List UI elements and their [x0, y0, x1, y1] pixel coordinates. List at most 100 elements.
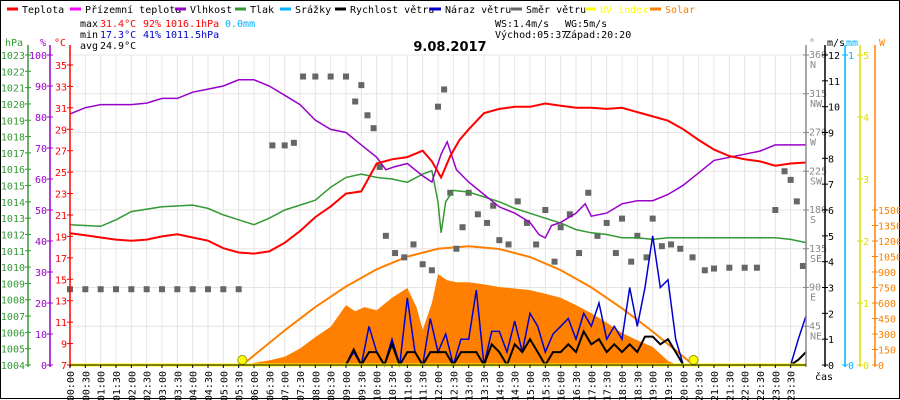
solar-tick-label: 1350 [878, 222, 900, 233]
humidity-tick-label: 0 [41, 361, 47, 372]
wind-direction-point [701, 267, 708, 274]
rain-tick-label: 0 [848, 361, 854, 372]
uv-tick-label: 3 [863, 175, 869, 186]
solar-tick-label: 0 [878, 361, 884, 372]
solar-tick-label: 300 [878, 330, 896, 341]
wind-direction-point [799, 262, 806, 269]
x-tick-label: 23:30 [787, 371, 798, 400]
wind-direction-point [505, 241, 512, 248]
x-tick-label: 08:30 [327, 371, 338, 400]
uv-tick-label: 1 [863, 299, 869, 310]
rain-total: 0.0mm [225, 19, 255, 30]
solar-tick-label: 150 [878, 346, 896, 357]
wind-direction-tick-label: 360 [809, 50, 827, 61]
wind-direction-point [174, 286, 181, 293]
wind-direction-point [435, 103, 441, 110]
temperature-tick-label: 13 [55, 297, 67, 308]
humidity-tick-label: 40 [35, 237, 47, 248]
x-tick-label: 19:00 [649, 371, 660, 400]
wind-speed-tick-label: 2 [828, 309, 834, 320]
wind-direction-point [205, 286, 211, 293]
wind-direction-point [376, 163, 383, 170]
x-tick-label: 18:30 [633, 371, 644, 400]
solar-area [70, 274, 806, 365]
temperature-tick-label: 25 [55, 168, 67, 179]
wind-direction-point [585, 189, 592, 196]
x-tick-label: 14:30 [511, 371, 522, 400]
wind-direction-point [603, 219, 610, 226]
temperature-tick-label: 17 [55, 254, 67, 265]
wind-direction-point [358, 82, 365, 89]
wind-direction-point [628, 258, 635, 265]
pressure-tick-label: 1013 [1, 214, 25, 225]
pressure-tick-label: 1011 [1, 247, 25, 258]
x-tick-label: 03:30 [173, 371, 184, 400]
x-tick-label: 10:30 [388, 371, 399, 400]
wind-direction-tick-label: 90 [809, 283, 821, 294]
legend-label: Směr větru [526, 4, 586, 16]
max-temp: 31.4°C [100, 19, 136, 30]
legend: Teplota Přízemní teplota Vlhkost Tlak Srážky… [7, 4, 695, 16]
pressure-tick-label: 1009 [1, 279, 25, 290]
humidity-tick-label: 100 [29, 51, 47, 62]
wind-direction-point [551, 258, 558, 265]
pressure-tick-label: 1008 [1, 296, 25, 307]
temperature-tick-label: 11 [55, 318, 67, 329]
x-tick-label: 21:00 [710, 371, 721, 400]
wind-direction-point [97, 286, 104, 293]
uv-tick-label: 4 [863, 113, 869, 124]
x-tick-label: 06:00 [250, 371, 261, 400]
wind-direction-tick-label: 135 [809, 244, 827, 255]
wind-direction-point [459, 224, 466, 231]
sunset-marker [688, 355, 699, 365]
wind-direction-point [753, 264, 760, 271]
wind-direction-point [793, 198, 800, 205]
pressure-tick-label: 1005 [1, 345, 25, 356]
wind-direction-tick-compass: SE [810, 254, 822, 265]
legend-label: Teplota [22, 5, 64, 16]
min-label: min [80, 30, 98, 41]
pressure-tick-label: 1004 [1, 361, 25, 372]
temperature-tick-label: 33 [55, 82, 67, 93]
legend-label: Rychlost větru [350, 4, 434, 16]
max-humidity: 92% [143, 19, 161, 30]
x-tick-label: 15:30 [541, 371, 552, 400]
wind-direction-point [772, 207, 779, 213]
legend-label: Tlak [250, 5, 274, 16]
temperature-tick-label: 27 [55, 147, 67, 158]
temperature-tick-label: 21 [55, 211, 67, 222]
humidity-tick-label: 20 [35, 299, 47, 310]
wind-direction-point [300, 73, 307, 80]
x-tick-label: 04:30 [204, 371, 215, 400]
wind-direction-point [787, 176, 794, 183]
wind-direction-point [453, 245, 460, 252]
wind-direction-point [352, 98, 359, 105]
wind-direction-point [649, 215, 656, 222]
wind-direction-point [220, 286, 227, 293]
wind-direction-point [726, 264, 733, 271]
x-tick-label: 16:00 [557, 371, 568, 400]
uv-tick-label: 2 [863, 237, 869, 248]
pressure-tick-label: 1006 [1, 328, 25, 339]
wind-direction-point [392, 250, 399, 257]
wind-speed-tick-label: 7 [828, 180, 834, 191]
sunrise-marker [237, 355, 248, 365]
wind-direction-point [557, 224, 564, 231]
pressure-tick-label: 1019 [1, 116, 25, 127]
humidity-tick-label: 10 [35, 330, 47, 341]
temperature-tick-label: 31 [55, 104, 67, 115]
wind-direction-point [410, 241, 417, 248]
wind-speed-tick-label: 8 [828, 154, 834, 165]
min-humidity: 41% [143, 30, 161, 41]
x-axis-label: čas [815, 371, 833, 383]
wind-direction-point [533, 241, 540, 248]
temperature-line [69, 102, 807, 255]
wind-speed-tick-label: 0 [828, 361, 834, 372]
wind-direction-point [419, 261, 426, 268]
temperature-tick-label: 35 [55, 61, 67, 72]
uv-tick-label: 5 [863, 51, 869, 62]
wind-direction-tick-label: 270 [809, 128, 827, 139]
x-tick-label: 08:00 [311, 371, 322, 400]
x-tick-label: 07:30 [296, 371, 307, 400]
